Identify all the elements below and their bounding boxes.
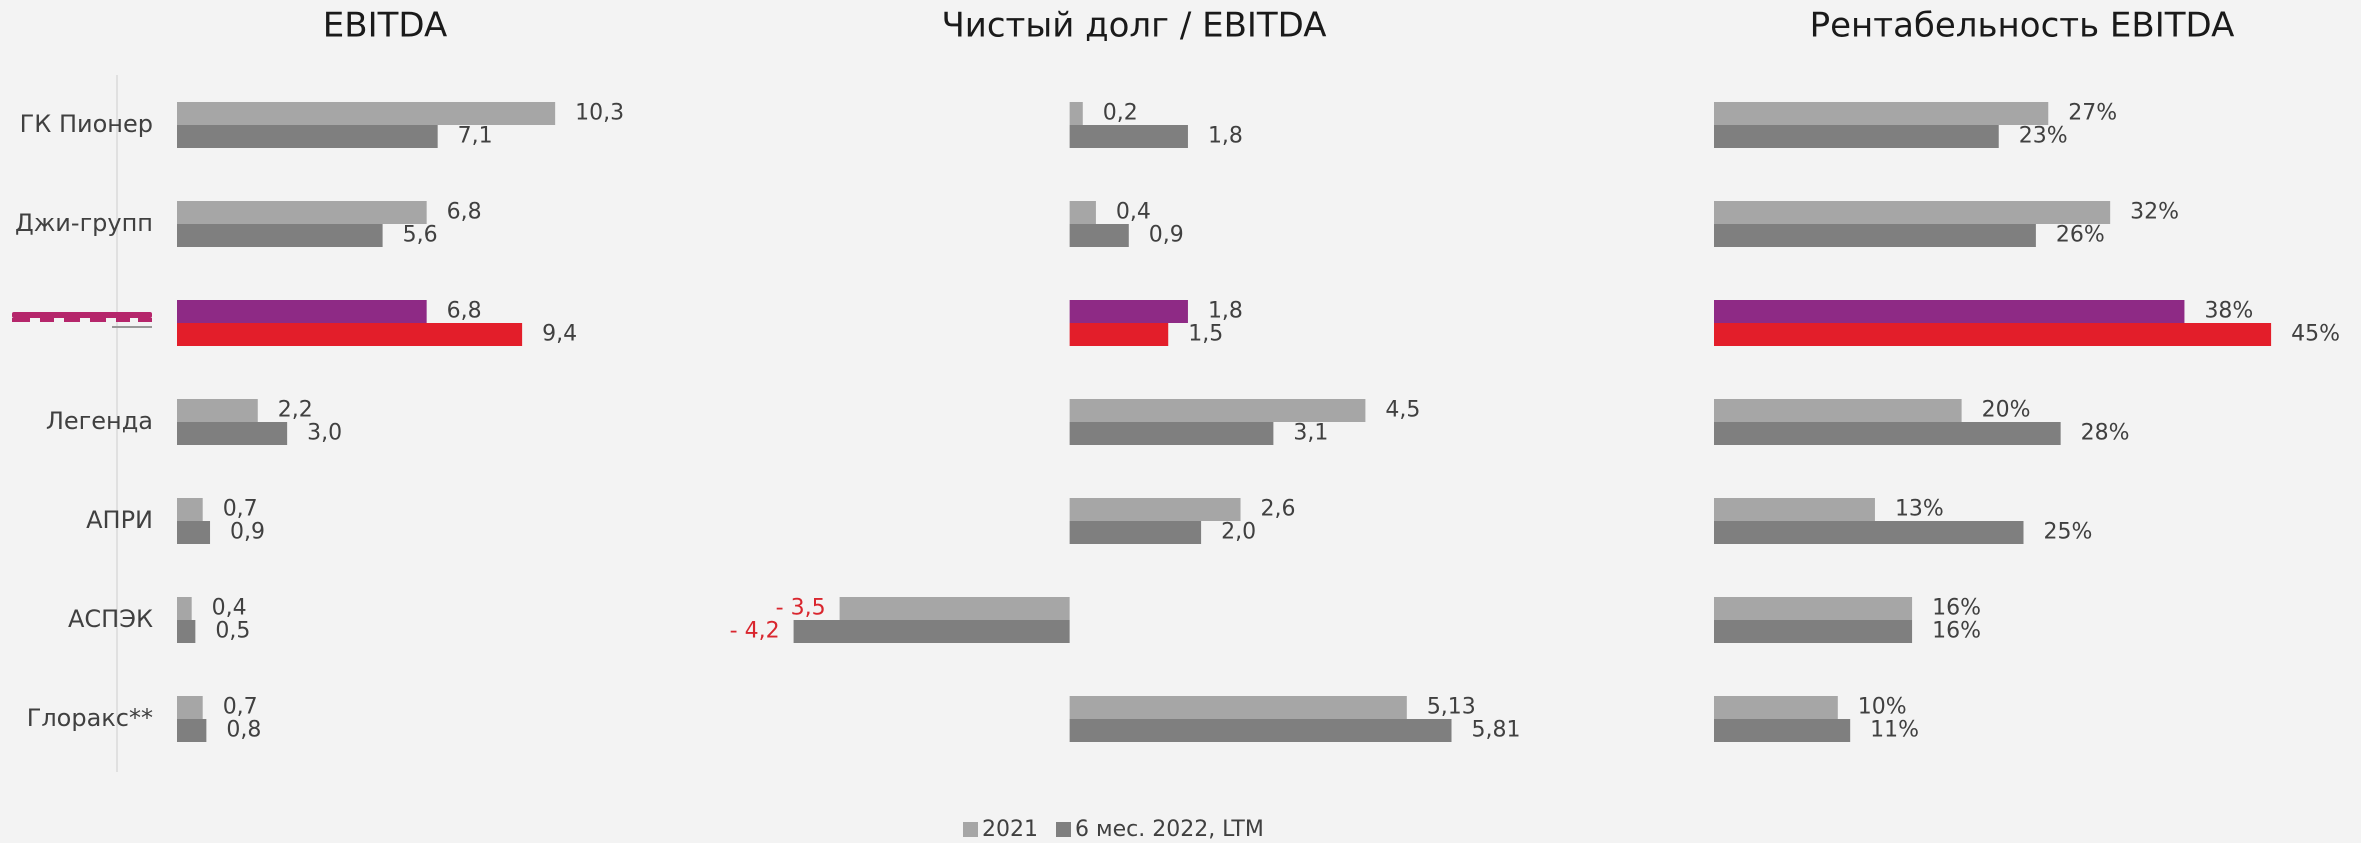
- value-label: 6,8: [447, 200, 482, 225]
- bar: [1069, 102, 1083, 125]
- bar: [1069, 521, 1202, 544]
- bar: [793, 620, 1070, 643]
- bar: [177, 224, 383, 247]
- company-logo: [12, 312, 152, 328]
- value-label: 0,4: [212, 596, 247, 621]
- value-label: 9,4: [542, 322, 577, 347]
- bar: [839, 597, 1070, 620]
- value-label: 27%: [2068, 101, 2117, 126]
- value-label: - 3,5: [776, 596, 826, 621]
- value-label: 0,8: [226, 718, 261, 743]
- category-label: Джи-групп: [15, 209, 153, 237]
- value-label: 5,81: [1472, 718, 1521, 743]
- bar: [1714, 498, 1875, 521]
- bar: [177, 399, 258, 422]
- legend-swatch: [1056, 822, 1071, 837]
- bar: [1714, 422, 2061, 445]
- bar: [177, 521, 211, 544]
- legend-label: 6 мес. 2022, LTM: [1075, 817, 1264, 842]
- value-label: 0,2: [1103, 101, 1138, 126]
- bar: [1069, 498, 1241, 521]
- value-label: 1,5: [1188, 322, 1223, 347]
- bar: [177, 300, 427, 323]
- value-label: 32%: [2130, 200, 2179, 225]
- value-label: 1,8: [1208, 124, 1243, 149]
- value-label: 25%: [2044, 520, 2093, 545]
- bar: [177, 125, 438, 148]
- bar: [1714, 521, 2024, 544]
- bar: [1714, 323, 2272, 346]
- bar: [1714, 399, 1962, 422]
- bar: [177, 323, 523, 346]
- bar: [1714, 201, 2111, 224]
- bar: [1714, 719, 1851, 742]
- bar: [1714, 696, 1838, 719]
- value-label: 2,2: [278, 398, 313, 423]
- value-label: 10,3: [575, 101, 624, 126]
- bar: [1069, 300, 1188, 323]
- value-label: 10%: [1858, 695, 1907, 720]
- bar: [177, 201, 427, 224]
- value-label: 0,7: [223, 497, 258, 522]
- value-label: 13%: [1895, 497, 1944, 522]
- category-label: Глоракс**: [27, 704, 153, 732]
- bar: [177, 597, 192, 620]
- bar: [1714, 620, 1913, 643]
- bar: [1714, 300, 2185, 323]
- chart-title: Рентабельность EBITDA: [1810, 6, 2235, 46]
- bar: [177, 620, 196, 643]
- value-label: 45%: [2291, 322, 2340, 347]
- value-label: 38%: [2204, 299, 2253, 324]
- bar: [1714, 125, 1999, 148]
- value-label: 23%: [2019, 124, 2068, 149]
- legend-swatch: [963, 822, 978, 837]
- value-label: 4,5: [1385, 398, 1420, 423]
- bar: [1714, 102, 2049, 125]
- bar: [1069, 201, 1096, 224]
- chart-title: Чистый долг / EBITDA: [941, 6, 1326, 46]
- value-label: 11%: [1870, 718, 1919, 743]
- value-label: 5,6: [403, 223, 438, 248]
- value-label: 7,1: [458, 124, 493, 149]
- value-label: 26%: [2056, 223, 2105, 248]
- value-label: 3,0: [307, 421, 342, 446]
- value-label: 1,8: [1208, 299, 1243, 324]
- bar: [1069, 696, 1407, 719]
- legend-label: 2021: [982, 817, 1038, 842]
- bar: [1714, 224, 2036, 247]
- chart-title: EBITDA: [323, 6, 447, 46]
- value-label: 3,1: [1293, 421, 1328, 446]
- category-label: АПРИ: [86, 506, 153, 534]
- bar: [1069, 125, 1188, 148]
- bar: [177, 696, 203, 719]
- value-label: 2,6: [1261, 497, 1296, 522]
- bar: [177, 422, 288, 445]
- bar: [1069, 224, 1129, 247]
- value-label: 20%: [1982, 398, 2031, 423]
- bar: [1069, 719, 1452, 742]
- value-label: 16%: [1932, 619, 1981, 644]
- value-label: 0,9: [1149, 223, 1184, 248]
- value-label: 0,4: [1116, 200, 1151, 225]
- value-label: 5,13: [1427, 695, 1476, 720]
- category-label: ГК Пионер: [20, 110, 153, 138]
- category-label: АСПЭК: [68, 605, 153, 633]
- bar: [1069, 422, 1274, 445]
- bar: [177, 102, 556, 125]
- bar: [177, 719, 207, 742]
- value-label: 2,0: [1221, 520, 1256, 545]
- value-label: 0,7: [223, 695, 258, 720]
- value-label: 0,5: [215, 619, 250, 644]
- category-label: Легенда: [46, 407, 153, 435]
- value-label: 28%: [2081, 421, 2130, 446]
- bar: [1714, 597, 1913, 620]
- value-label: 0,9: [230, 520, 265, 545]
- bar: [1069, 323, 1169, 346]
- value-label: 6,8: [447, 299, 482, 324]
- bar: [1069, 399, 1366, 422]
- value-label: 16%: [1932, 596, 1981, 621]
- value-label: - 4,2: [730, 619, 780, 644]
- bar: [177, 498, 203, 521]
